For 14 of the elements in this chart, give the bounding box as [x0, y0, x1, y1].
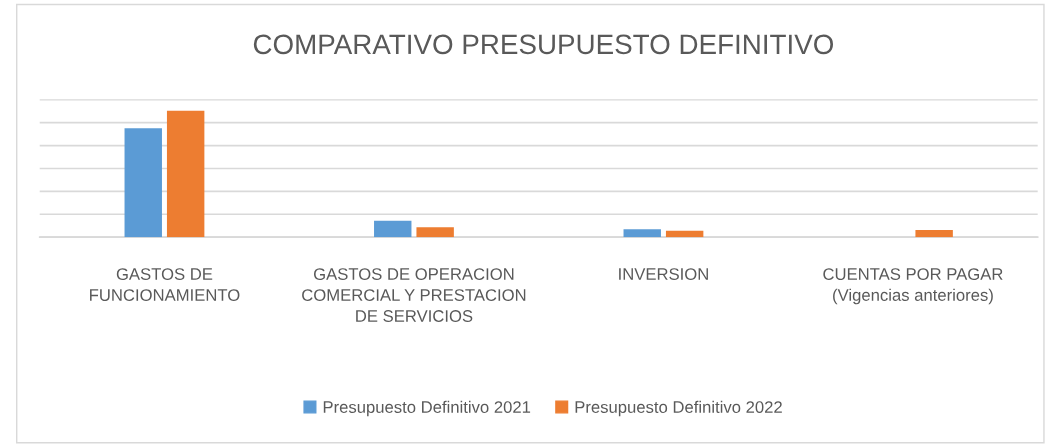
bar — [374, 220, 412, 238]
bar — [416, 227, 454, 238]
legend-label: Presupuesto Definitivo 2021 — [323, 400, 531, 417]
bar — [915, 230, 953, 238]
x-tick-label: GASTOS DE FUNCIONAMIENTO — [90, 268, 240, 301]
bar — [124, 128, 162, 238]
x-tick-label: GASTOS DE OPERACION COMERCIAL Y PRESTACION DE SERVICIOS — [302, 268, 526, 322]
x-tick-label: INVERSION — [619, 268, 708, 280]
bar — [166, 110, 205, 238]
x-tick-label: CUENTAS POR PAGAR (Vigencias anteriores) — [823, 268, 1003, 305]
legend-label: Presupuesto Definitivo 2022 — [575, 400, 782, 417]
bar — [623, 229, 661, 238]
chart-title: COMPARATIVO PRESUPUESTO DEFINITIVO — [253, 34, 834, 55]
bar — [665, 230, 704, 238]
